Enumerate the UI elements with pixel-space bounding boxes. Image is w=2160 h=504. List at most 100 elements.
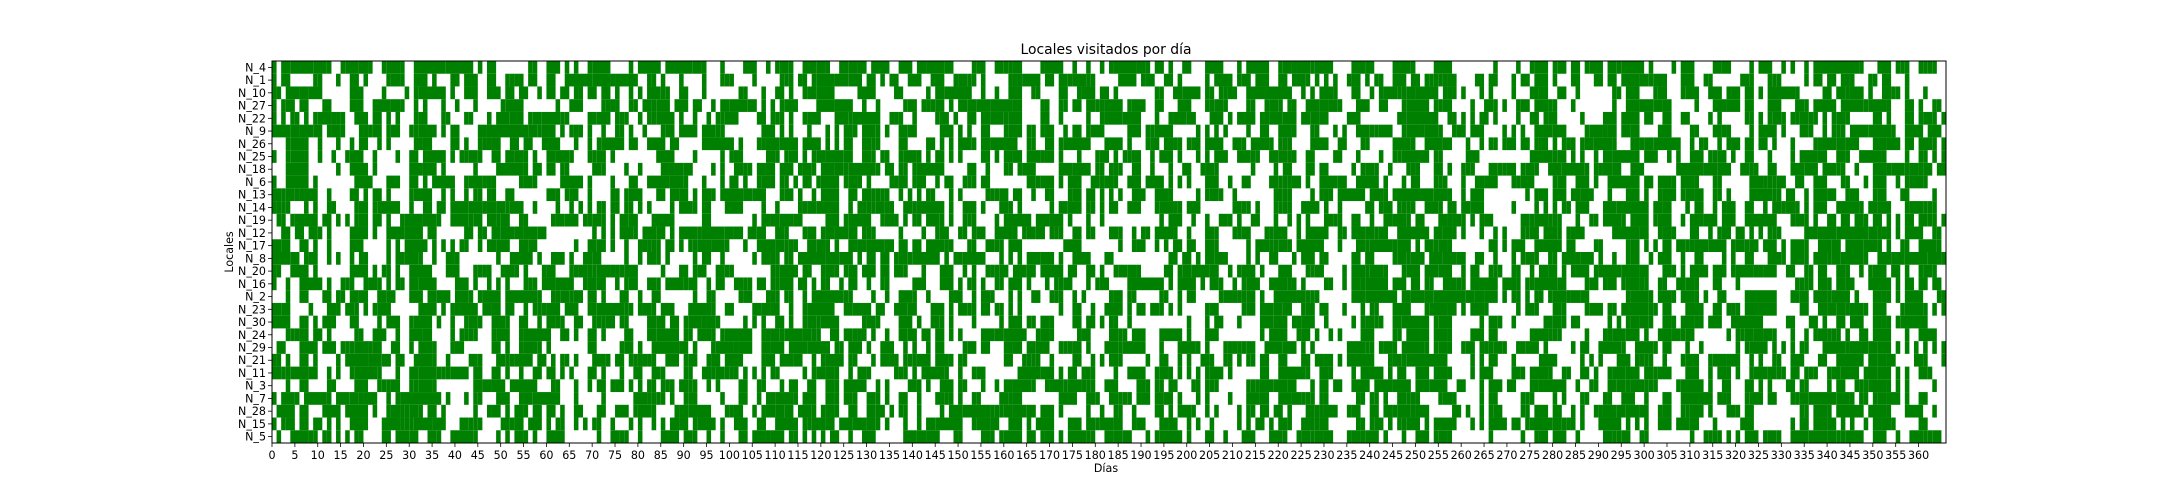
heatmap-cell xyxy=(1241,226,1251,240)
heatmap-cell xyxy=(669,137,675,151)
heatmap-cell xyxy=(560,290,570,303)
heatmap-cell xyxy=(1744,86,1754,100)
heatmap-cell xyxy=(1785,315,1796,329)
heatmap-cell xyxy=(1369,239,1393,252)
heatmap-cell xyxy=(1836,430,1841,443)
heatmap-cell xyxy=(1639,137,1645,151)
heatmap-cell xyxy=(349,417,364,431)
heatmap-cell xyxy=(1795,201,1800,214)
heatmap-cell xyxy=(1872,264,1887,278)
heatmap-cell xyxy=(1063,341,1068,354)
heatmap-cell xyxy=(1667,264,1672,278)
heatmap-cell xyxy=(587,175,593,189)
heatmap-cell xyxy=(1040,124,1045,138)
heatmap-cell xyxy=(1433,61,1453,74)
heatmap-cell xyxy=(1337,99,1343,112)
heatmap-cell xyxy=(912,162,917,176)
heatmap-cell xyxy=(1113,162,1119,176)
heatmap-cell xyxy=(1804,162,1818,176)
heatmap-cell xyxy=(1557,175,1567,189)
heatmap-cell xyxy=(1849,341,1869,354)
heatmap-cell xyxy=(1488,86,1494,100)
heatmap-cell xyxy=(729,175,739,189)
heatmap-cell xyxy=(980,277,986,291)
heatmap-cell xyxy=(1195,417,1201,431)
x-axis-label: Días xyxy=(1094,462,1118,475)
heatmap-cell xyxy=(317,150,323,163)
heatmap-cell xyxy=(1337,175,1347,189)
heatmap-cell xyxy=(299,379,305,393)
heatmap-cell xyxy=(688,404,712,418)
heatmap-cell xyxy=(724,201,739,214)
heatmap-cell xyxy=(706,137,734,151)
heatmap-cell xyxy=(733,341,739,354)
heatmap-cell xyxy=(441,162,446,176)
heatmap-cell xyxy=(1113,290,1123,303)
heatmap-cell xyxy=(802,226,808,240)
heatmap-cell xyxy=(1351,430,1356,443)
heatmap-cell xyxy=(1154,430,1160,443)
heatmap-cell xyxy=(596,111,611,125)
heatmap-cell xyxy=(935,417,954,431)
heatmap-cell xyxy=(1653,213,1658,227)
heatmap-cell xyxy=(1676,417,1690,431)
heatmap-cell xyxy=(1525,252,1535,265)
heatmap-cell xyxy=(523,328,551,342)
heatmap-cell xyxy=(1552,175,1558,189)
heatmap-cell xyxy=(1781,341,1786,354)
y-tick-label: N_9 xyxy=(245,125,266,138)
heatmap-cell xyxy=(779,353,794,367)
heatmap-cell xyxy=(326,61,332,74)
heatmap-cell xyxy=(1109,162,1114,176)
heatmap-cell xyxy=(637,404,652,418)
heatmap-cell xyxy=(272,201,277,214)
heatmap-cell xyxy=(532,302,538,316)
heatmap-cell xyxy=(546,417,551,431)
heatmap-cell xyxy=(422,162,428,176)
heatmap-cell xyxy=(1904,213,1914,227)
heatmap-cell xyxy=(1287,99,1292,112)
heatmap-cell xyxy=(1680,379,1704,393)
heatmap-cell xyxy=(679,379,689,393)
heatmap-cell xyxy=(1502,341,1507,354)
heatmap-cell xyxy=(701,124,716,138)
heatmap-cell xyxy=(770,99,776,112)
heatmap-cell xyxy=(601,86,611,100)
heatmap-cell xyxy=(1154,226,1174,240)
heatmap-cell xyxy=(967,124,972,138)
x-tick-label: 290 xyxy=(1588,449,1609,462)
x-tick-label: 90 xyxy=(677,449,691,462)
heatmap-cell xyxy=(1447,188,1453,202)
heatmap-cell xyxy=(1470,99,1475,112)
heatmap-cell xyxy=(1314,264,1324,278)
y-tick-label: N_15 xyxy=(238,418,266,431)
heatmap-cell xyxy=(1625,99,1635,112)
heatmap-cell xyxy=(948,213,954,227)
heatmap-cell xyxy=(884,417,890,431)
heatmap-cell xyxy=(1278,137,1283,151)
heatmap-cell xyxy=(674,137,680,151)
heatmap-cell xyxy=(304,392,327,405)
heatmap-cell xyxy=(573,239,579,252)
heatmap-cell xyxy=(1259,366,1270,380)
heatmap-cell xyxy=(811,73,817,87)
heatmap-cell xyxy=(1575,264,1590,278)
heatmap-cell xyxy=(432,175,455,189)
heatmap-cell xyxy=(1017,99,1023,112)
heatmap-cell xyxy=(1648,61,1654,74)
heatmap-cell xyxy=(1936,162,1946,176)
heatmap-cell xyxy=(1630,290,1649,303)
heatmap-cell xyxy=(916,150,922,163)
heatmap-cell xyxy=(546,404,556,418)
heatmap-cell xyxy=(395,277,401,291)
heatmap-cell xyxy=(834,124,840,138)
heatmap-cell xyxy=(496,111,510,125)
heatmap-cell xyxy=(1346,404,1352,418)
heatmap-cell xyxy=(1712,264,1727,278)
heatmap-cell xyxy=(1237,150,1251,163)
heatmap-cell xyxy=(834,341,840,354)
heatmap-cell xyxy=(724,111,739,125)
heatmap-cell xyxy=(875,99,881,112)
heatmap-cell xyxy=(679,341,689,354)
heatmap-cell xyxy=(1602,150,1613,163)
